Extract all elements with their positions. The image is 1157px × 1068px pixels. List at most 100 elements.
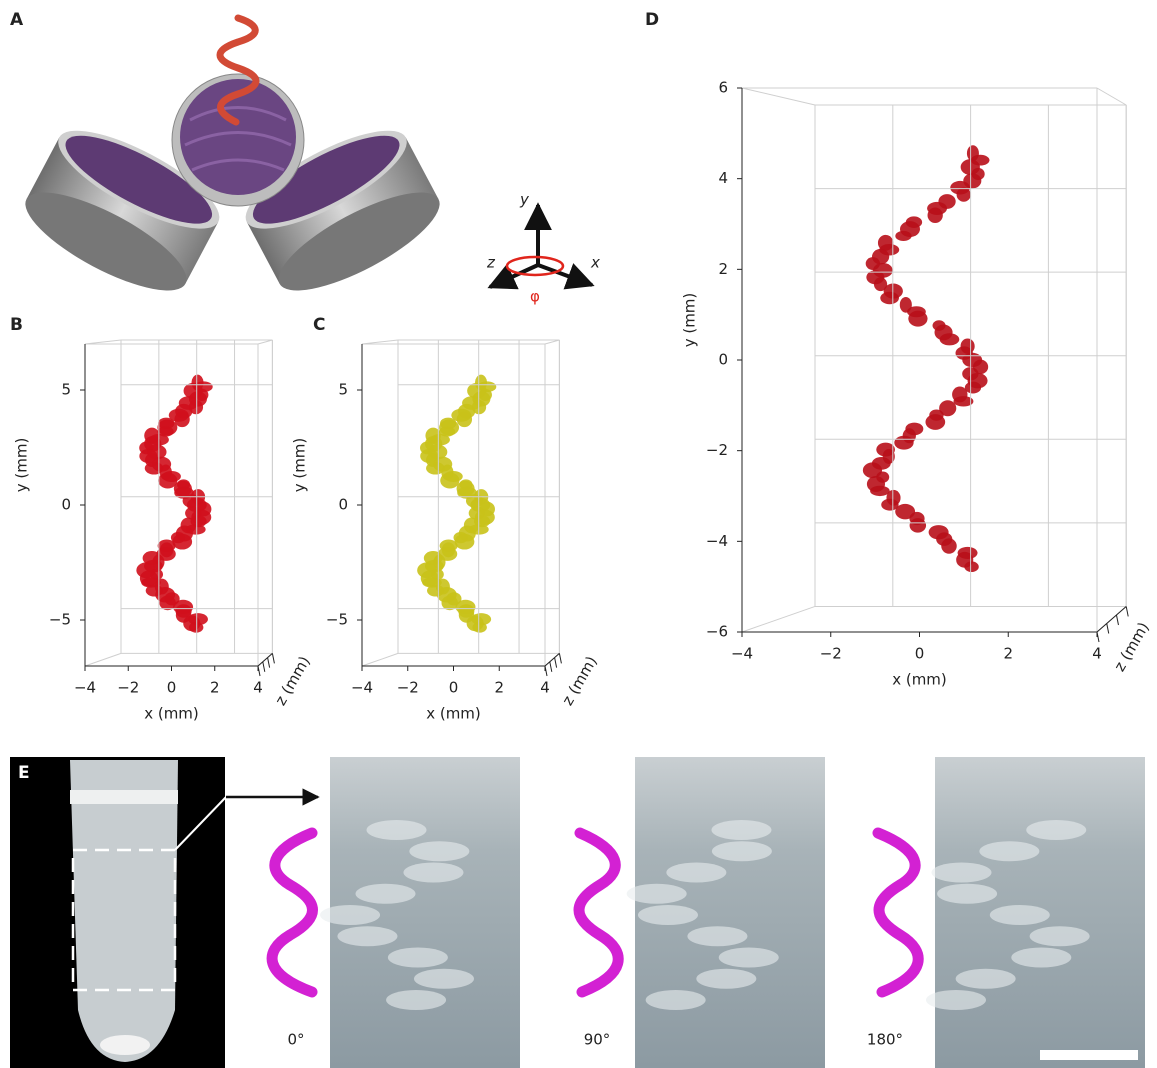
x-tick-label: −4 xyxy=(74,679,96,697)
y-tick-label: 0 xyxy=(61,496,71,514)
angle-label: 180° xyxy=(867,1031,903,1049)
cloud xyxy=(386,990,446,1010)
volume-blob xyxy=(894,436,913,450)
volume-blob xyxy=(910,518,926,533)
volume-blob xyxy=(957,187,971,201)
scale-bar xyxy=(1040,1050,1138,1060)
cloud xyxy=(687,926,747,946)
volume-blob xyxy=(895,231,911,241)
box-edge xyxy=(258,340,272,344)
box-edge xyxy=(742,88,815,105)
z-tick xyxy=(1107,623,1109,633)
axis-name: z xyxy=(486,254,496,272)
x-tick-label: 0 xyxy=(915,645,925,663)
z-tick xyxy=(550,662,552,672)
y-tick-label: −5 xyxy=(326,611,348,629)
cloud xyxy=(937,884,997,904)
z-axis-label: z (mm) xyxy=(271,653,313,708)
photo-panel xyxy=(320,757,1145,1068)
volume-blob xyxy=(940,333,960,345)
x-tick-label: 4 xyxy=(540,679,550,697)
x-axis-label: x (mm) xyxy=(144,705,199,723)
volume-blob xyxy=(442,596,458,611)
photo-panel xyxy=(10,757,318,1068)
angle-label: 90° xyxy=(584,1031,611,1049)
y-axis-label: y (mm) xyxy=(681,293,699,348)
box-edge xyxy=(1097,88,1126,105)
cloud xyxy=(1011,948,1071,968)
x-tick-label: 4 xyxy=(253,679,263,697)
y-axis-label: y (mm) xyxy=(291,438,309,493)
z-tick xyxy=(1116,615,1118,625)
y-tick-label: 2 xyxy=(718,260,728,278)
x-tick-label: −4 xyxy=(351,679,373,697)
z-tick xyxy=(272,653,274,663)
y-tick-label: 6 xyxy=(718,79,728,97)
box-edge xyxy=(85,340,121,344)
box-edge xyxy=(362,653,398,666)
cloud xyxy=(409,841,469,861)
box-edge xyxy=(742,606,815,632)
z-axis-label: z (mm) xyxy=(558,653,600,708)
x-tick-label: 4 xyxy=(1092,645,1102,663)
panel-label: C xyxy=(313,315,325,335)
z-tick xyxy=(1126,606,1128,616)
panel-label: D xyxy=(645,10,659,30)
cloud xyxy=(638,905,698,925)
cloud xyxy=(356,884,416,904)
axis-name: y xyxy=(519,191,530,209)
axis-legend: y z x φ xyxy=(486,191,600,306)
z-tick xyxy=(555,658,557,668)
cloud xyxy=(932,863,992,883)
box-edge xyxy=(545,340,559,344)
x-tick-label: 0 xyxy=(167,679,177,697)
y-tick-label: 5 xyxy=(61,381,71,399)
y-axis-label: y (mm) xyxy=(13,438,31,493)
x-tick-label: 2 xyxy=(494,679,504,697)
volume-blob xyxy=(908,311,927,327)
angle-label: 0° xyxy=(287,1031,304,1049)
rotation-label: φ xyxy=(530,288,540,306)
cloud xyxy=(627,884,687,904)
y-tick-label: −5 xyxy=(49,611,71,629)
cloud xyxy=(388,948,448,968)
cloud xyxy=(956,969,1016,989)
z-axis-label: z (mm) xyxy=(1110,619,1152,674)
volume-blob xyxy=(964,561,978,572)
y-tick-label: −6 xyxy=(706,623,728,641)
cloud xyxy=(320,905,380,925)
volume-blob xyxy=(880,292,899,304)
volume-blob xyxy=(455,534,475,550)
z-tick xyxy=(268,658,270,668)
y-tick-label: 5 xyxy=(338,381,348,399)
axis-name: x xyxy=(590,254,600,272)
box-edge xyxy=(362,340,398,344)
figure: A y z x φ xyxy=(0,0,1157,1068)
cloud xyxy=(719,948,779,968)
volume-blob xyxy=(941,538,956,553)
x-tick-label: 2 xyxy=(210,679,220,697)
y-tick-label: 0 xyxy=(718,351,728,369)
cloud xyxy=(1026,820,1086,840)
cloud xyxy=(403,863,463,883)
x-tick-label: −4 xyxy=(731,645,753,663)
x-tick-label: 0 xyxy=(449,679,459,697)
axis-line xyxy=(545,653,559,666)
y-tick-label: −2 xyxy=(706,441,728,459)
cloud xyxy=(696,969,756,989)
cloud xyxy=(926,990,986,1010)
volume-blob xyxy=(189,622,203,633)
y-tick-label: 0 xyxy=(338,496,348,514)
volume-blob xyxy=(440,473,459,489)
cloud xyxy=(646,990,706,1010)
axis-line xyxy=(1097,606,1126,632)
cloud xyxy=(1030,926,1090,946)
x-tick-label: −2 xyxy=(117,679,139,697)
volume-blob xyxy=(472,622,486,633)
panel-label: A xyxy=(10,10,24,30)
x-tick-label: −2 xyxy=(397,679,419,697)
box-edge xyxy=(85,653,121,666)
cloud xyxy=(711,820,771,840)
z-tick xyxy=(263,662,265,672)
cloud xyxy=(367,820,427,840)
